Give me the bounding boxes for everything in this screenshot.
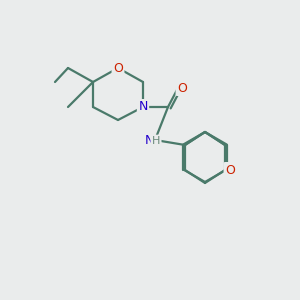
Text: O: O [113, 61, 123, 74]
Text: O: O [177, 82, 187, 94]
Text: N: N [138, 100, 148, 113]
Text: O: O [225, 164, 235, 176]
Text: N: N [144, 134, 154, 148]
Text: H: H [152, 136, 160, 146]
